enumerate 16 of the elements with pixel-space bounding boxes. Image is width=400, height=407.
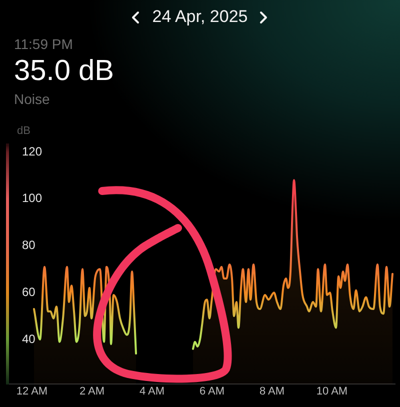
y-axis-title: dB [17, 125, 30, 137]
y-tick-label: 100 [22, 191, 42, 206]
x-tick-label: 8 AM [259, 386, 285, 398]
x-tick-label: 12 AM [16, 386, 48, 398]
y-tick-label: 40 [22, 332, 36, 346]
x-tick-label: 10 AM [316, 386, 348, 398]
text: 35.0 dB [14, 55, 114, 87]
x-tick-label: 4 AM [139, 386, 165, 398]
chart-title: 24 Apr, 2025 [151, 7, 249, 26]
y-tick-label: 80 [22, 238, 36, 252]
y-tick-label: 60 [22, 284, 36, 299]
x-tick-label: 6 AM [199, 386, 225, 398]
x-tick-label: 2 AM [79, 386, 105, 398]
y-tick-label: 120 [22, 144, 42, 158]
text: Noise [14, 91, 50, 107]
text: 11:59 PM [14, 36, 73, 52]
